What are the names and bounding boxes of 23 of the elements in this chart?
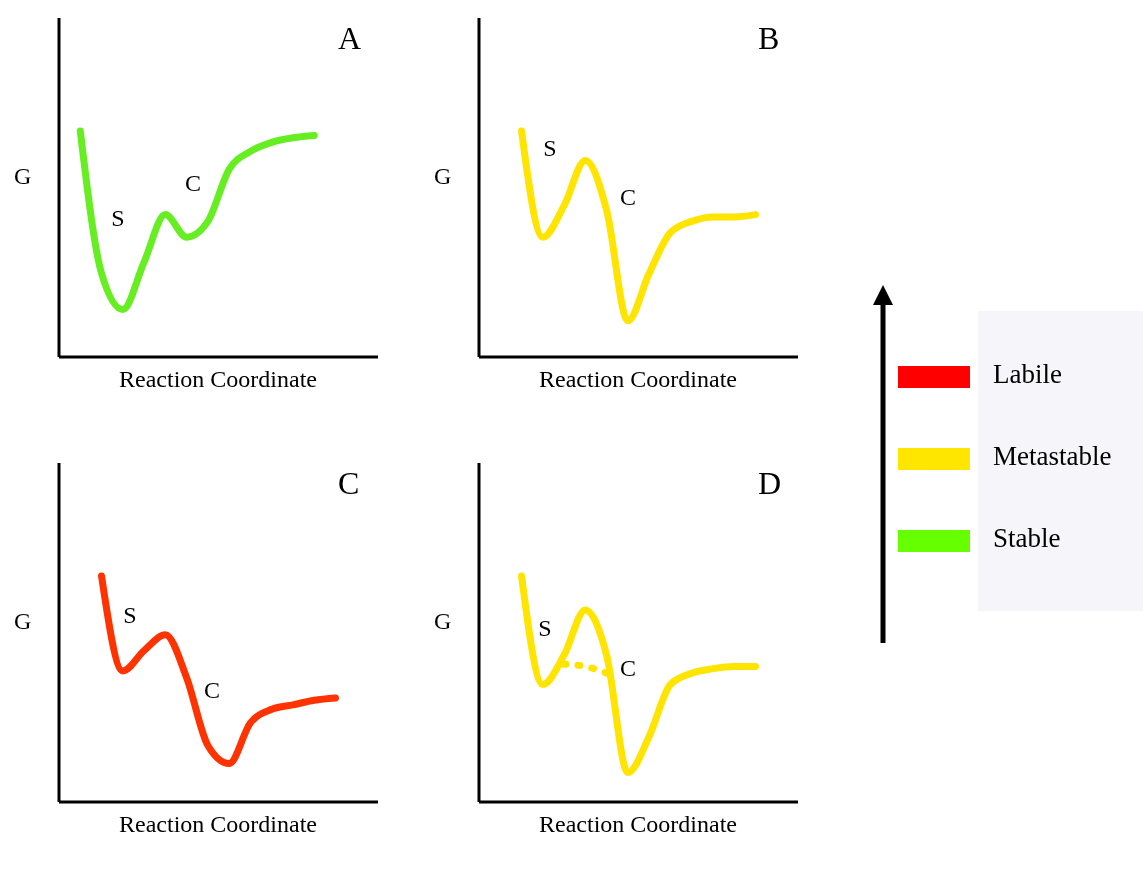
x-axis-title: Reaction Coordinate xyxy=(538,366,738,393)
y-axis-title: G xyxy=(14,163,32,190)
annotation: C xyxy=(203,676,221,704)
text: Labile xyxy=(993,359,1062,390)
annotation: S xyxy=(538,614,552,642)
annotation: S xyxy=(111,204,125,232)
x-axis-title: Reaction Coordinate xyxy=(118,366,318,393)
chart-title: B xyxy=(758,20,780,57)
annotation: S xyxy=(123,601,137,629)
annotation: S xyxy=(543,134,557,162)
x-axis-title: Reaction Coordinate xyxy=(118,811,318,838)
text: Metastable xyxy=(993,441,1112,472)
chart-title: A xyxy=(338,20,362,57)
annotation: C xyxy=(619,183,637,211)
y-axis-title: G xyxy=(434,163,452,190)
annotation: C xyxy=(184,169,202,197)
x-axis-title: Reaction Coordinate xyxy=(538,811,738,838)
y-axis-title: G xyxy=(14,608,32,635)
y-axis-title: G xyxy=(434,608,452,635)
annotation: C xyxy=(619,654,637,682)
chart-title: D xyxy=(758,465,782,502)
text: Stable xyxy=(993,523,1061,554)
chart-title: C xyxy=(338,465,360,502)
